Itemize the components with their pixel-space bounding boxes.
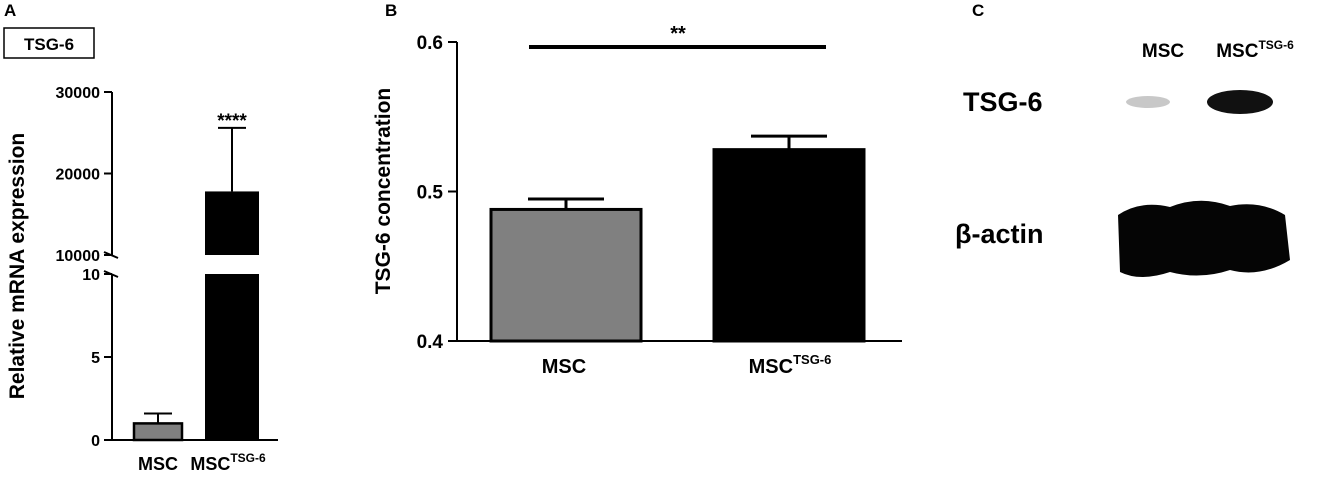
panel-a-y-axis-label: Relative mRNA expression (6, 133, 29, 400)
panel-c-letter: C (972, 1, 984, 20)
y-tick-label: 5 (91, 350, 100, 367)
xtick-base: MSC (138, 454, 178, 474)
y-tick-label: 0 (91, 433, 100, 450)
gene-name-label: TSG-6 (24, 35, 74, 54)
blot-row-label-tsg6: TSG-6 (963, 87, 1043, 117)
y-tick-label: 0.5 (417, 183, 444, 204)
bar (489, 207, 643, 343)
beta-actin-bands (1118, 200, 1290, 277)
panel-b-significance: ** (670, 23, 686, 45)
xtick-base: MSC (542, 356, 586, 378)
panel-b-y-axis-label: TSG-6 concentration (372, 88, 395, 295)
panel-b-xtick-msc: MSC (542, 356, 586, 378)
xtick-superscript: TSG-6 (793, 352, 831, 367)
panel-b: B TSG-6 concentration 0.4 0.5 0.6 ** MSC M… (372, 1, 902, 378)
panel-a-xtick-msc: MSC (138, 454, 178, 474)
lane-label-base: MSC (1216, 41, 1259, 62)
panel-a-bars (132, 126, 259, 442)
western-blot-beta-actin-band-row (1118, 200, 1290, 277)
blot-row-label-beta-actin: β-actin (955, 219, 1044, 249)
y-tick-label: 10 (82, 267, 100, 284)
panel-b-y-ticks: 0.4 0.5 0.6 (417, 33, 457, 353)
bar (132, 422, 184, 442)
panel-a: A TSG-6 Relative mRNA expression 0 5 10 100… (3, 1, 278, 474)
panel-a-significance: **** (217, 111, 247, 132)
y-tick-label: 0.4 (417, 332, 444, 353)
panel-a-y-ticks: 0 5 10 10000 20000 30000 (56, 85, 112, 450)
bar (205, 274, 259, 440)
y-tick-label: 10000 (56, 248, 101, 265)
y-tick-label: 20000 (56, 167, 101, 184)
panel-a-xtick-msc-tsg6: MSCTSG-6 (190, 451, 266, 474)
tsg6-band-msc (1126, 96, 1170, 108)
panel-a-letter: A (4, 1, 16, 20)
y-tick-label: 30000 (56, 85, 101, 102)
gene-name-box (3, 27, 95, 59)
bar (712, 148, 866, 343)
western-blot-tsg6-band-row (1126, 90, 1273, 114)
lane-label-superscript: TSG-6 (1258, 38, 1294, 52)
panel-c: C MSC MSCTSG-6 TSG-6 β-actin (955, 1, 1294, 277)
tsg6-band-msc-tsg6 (1207, 90, 1273, 114)
lane-label-base: MSC (1142, 41, 1185, 62)
y-tick-label: 0.6 (417, 33, 443, 54)
lane-label-msc: MSC (1142, 41, 1185, 62)
xtick-base: MSC (190, 454, 230, 474)
lane-label-msc-tsg6: MSCTSG-6 (1216, 38, 1294, 62)
panel-b-bars (489, 134, 866, 343)
bar (205, 191, 259, 255)
xtick-base: MSC (749, 356, 793, 378)
xtick-superscript: TSG-6 (230, 451, 266, 465)
panel-b-xtick-msc-tsg6: MSCTSG-6 (749, 352, 832, 378)
panel-b-letter: B (385, 1, 397, 20)
